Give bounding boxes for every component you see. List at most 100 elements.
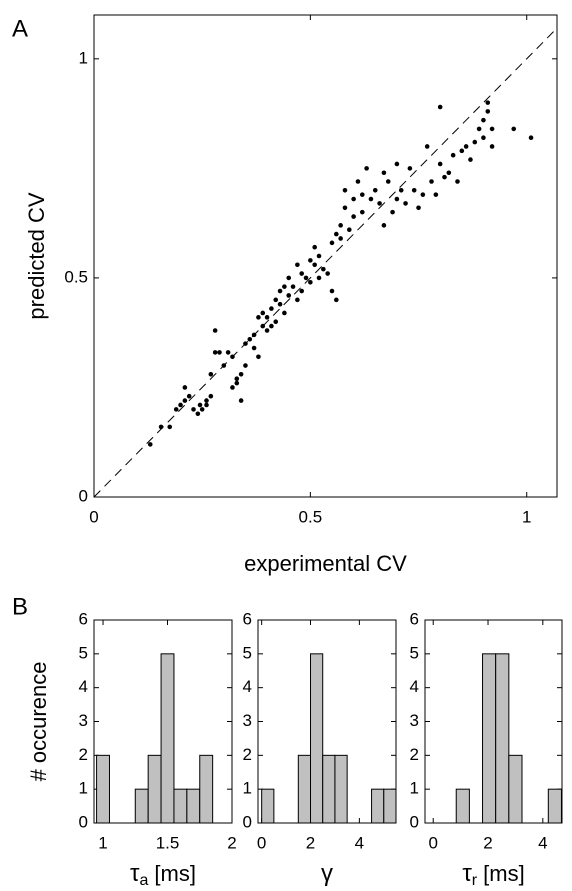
y-tick-label: 6 [79,609,88,628]
point [316,253,322,259]
x-label-symbol: γ [321,860,333,887]
point [282,284,287,289]
point [416,205,421,211]
point [256,354,261,360]
point [147,442,153,447]
x-tick-label: 2 [306,833,315,852]
y-tick-label: 0 [243,812,252,831]
y-tick-label: 0 [410,812,419,831]
bar [371,788,385,824]
y-tick-label: 5 [243,643,252,662]
bar [508,754,523,824]
x-label-unit: [ms] [483,861,525,886]
point [342,187,348,193]
y-tick-label: 3 [79,711,88,730]
point [481,135,486,140]
axes-box [93,14,558,498]
x-tick-label: 2 [227,833,236,852]
point [260,323,266,329]
point [355,179,361,184]
point [359,209,365,215]
bar [199,754,214,824]
bar [96,754,110,824]
point [234,380,240,386]
y-tick-label: 6 [243,609,252,628]
point [256,315,261,320]
point [450,152,456,158]
point [264,315,270,320]
y-tick-label: 0 [79,486,88,505]
x-tick-label: 1 [522,507,531,526]
y-tick-label: 1 [410,779,419,798]
point [282,310,287,316]
y-tick-label: 0.5 [64,267,88,286]
point [429,179,434,184]
point [437,161,443,167]
point [269,306,274,311]
bar [322,754,336,824]
point [481,117,486,123]
x-axis-label: τa [ms] [130,860,196,889]
axes-box [93,619,233,824]
bar [495,653,510,824]
x-axis-label: experimental CV [244,551,407,576]
point [329,240,335,246]
y-tick-label: 1 [79,779,88,798]
point [372,187,378,193]
bar [334,754,348,824]
point [277,301,283,307]
x-label-symbol: τ [130,860,140,887]
point [230,385,235,390]
point [459,148,465,154]
point [217,350,222,355]
x-axis-label: τr [ms] [462,860,524,889]
point [528,135,534,140]
y-tick-label: 5 [79,643,88,662]
y-tick-label: 1 [79,48,88,67]
x-tick-label: 1 [98,833,107,852]
panel-label: B [12,593,28,620]
bar [261,788,275,824]
point [243,363,248,368]
point [437,104,443,110]
point [269,323,274,329]
y-tick-label: 2 [79,745,88,764]
point [390,209,395,215]
y-tick-label: 1 [243,779,252,798]
point [199,407,205,412]
point [299,288,305,294]
point [325,271,330,276]
point [286,293,292,298]
point [463,144,469,149]
point [403,201,408,206]
y-tick-label: 0 [79,812,88,831]
y-tick-label: 4 [243,677,252,696]
point [338,223,343,228]
x-tick-label: 0 [428,833,437,852]
point [316,275,322,281]
point [407,166,413,171]
point [489,126,495,132]
point [442,174,447,180]
x-tick-label: 0.5 [299,507,323,526]
x-tick-label: 1.5 [156,833,180,852]
x-label-subscript: a [140,872,149,889]
point [368,196,374,202]
y-axis-label: # occurence [26,662,51,782]
point [225,350,231,355]
point [197,402,203,408]
point [178,402,183,408]
point [424,144,430,149]
point [234,376,240,381]
point [308,279,313,285]
point [286,275,292,281]
x-label-symbol: τ [462,860,472,887]
point [338,236,343,241]
bar [383,788,397,824]
point [303,275,309,281]
bar [547,788,562,824]
point [158,424,164,430]
point [264,328,270,333]
bar [160,653,175,824]
bar [455,788,470,824]
